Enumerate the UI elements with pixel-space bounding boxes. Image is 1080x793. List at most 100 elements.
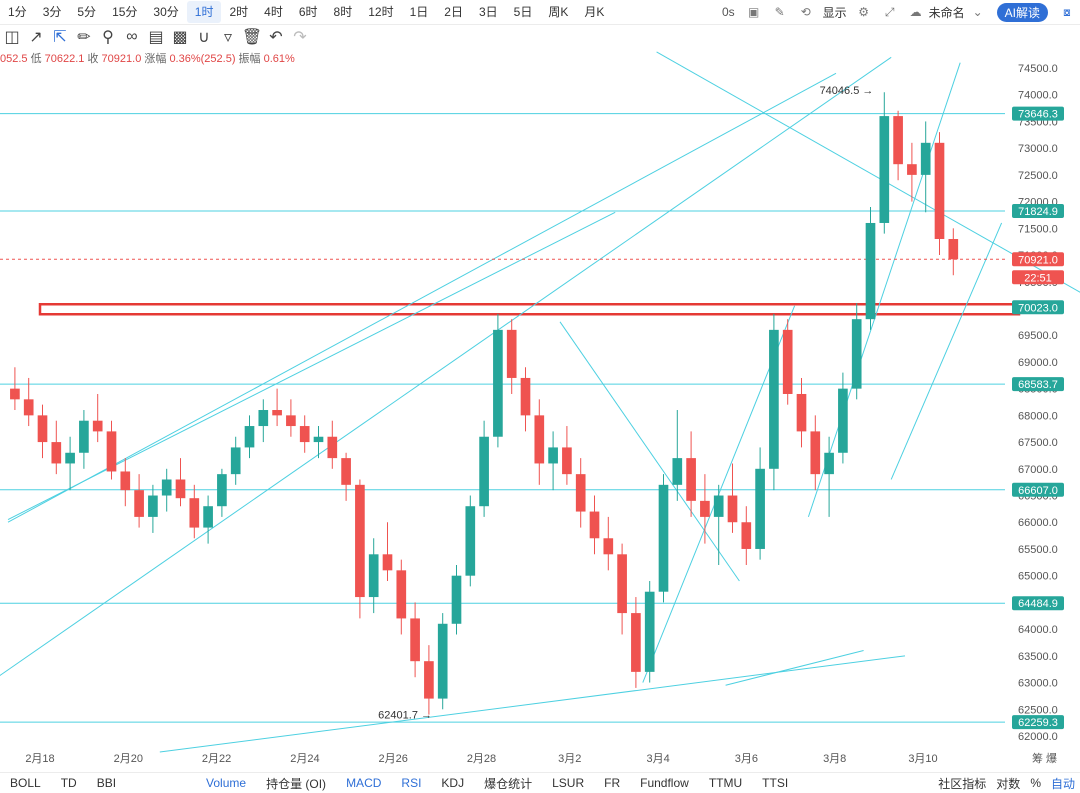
candle-body	[548, 447, 558, 464]
timeframe-5[interactable]: 1时	[186, 1, 222, 23]
x-tick-label: 2月28	[467, 753, 496, 765]
highlight-price-label: 70023.0	[1018, 302, 1058, 314]
timeframe-10[interactable]: 12时	[368, 5, 394, 19]
high-annotation: 74046.5 →	[820, 85, 874, 97]
candle-body	[907, 164, 917, 175]
settings-icon[interactable]: ⚙	[858, 5, 870, 19]
indicator-4[interactable]: KDJ	[441, 776, 465, 790]
indicator-9[interactable]: TTMU	[708, 776, 743, 790]
display-button[interactable]: 显示	[822, 5, 847, 20]
candle-body	[79, 420, 89, 453]
timeframe-15[interactable]: 周K	[548, 5, 569, 19]
candle-body	[934, 142, 945, 240]
indicator-7[interactable]: FR	[604, 776, 621, 790]
level-price-label-bg	[1012, 377, 1064, 392]
indicator-2[interactable]: MACD	[346, 776, 382, 790]
candle-body	[65, 452, 75, 464]
candle-body	[575, 474, 586, 512]
candle-body	[244, 426, 255, 448]
timeframe-16[interactable]: 月K	[584, 5, 605, 19]
auto-toggle[interactable]: 自动	[1050, 776, 1075, 791]
candle-body	[437, 623, 448, 699]
timeframe-6[interactable]: 2时	[229, 5, 249, 19]
candle-body	[217, 474, 227, 507]
screenshot-icon[interactable]: ◫	[4, 29, 20, 46]
restore-icon[interactable]: ⟲	[800, 5, 811, 19]
edit-icon[interactable]: ✎	[774, 5, 785, 19]
overlay-0[interactable]: BOLL	[10, 776, 41, 790]
timeframe-11[interactable]: 1日	[409, 5, 429, 19]
indicator-8[interactable]: Fundflow	[640, 776, 689, 790]
percent-toggle[interactable]: %	[1030, 776, 1041, 790]
timeframe-7[interactable]: 4时	[264, 5, 283, 19]
timeframe-1[interactable]: 3分	[42, 5, 62, 19]
candle-body	[948, 239, 959, 260]
y-tick-label: 74000.0	[1018, 90, 1058, 102]
pattern-icon[interactable]: ∞	[126, 28, 138, 45]
timeframe-2[interactable]: 5分	[77, 5, 97, 19]
fullscreen-icon[interactable]: ⤢	[884, 4, 895, 19]
trend-line	[656, 51, 1080, 293]
candle-body	[368, 554, 379, 598]
trend-line	[890, 222, 1003, 480]
overlay-2[interactable]: BBI	[96, 776, 117, 790]
candle-body	[286, 415, 296, 427]
cursor-icon[interactable]: ⇱	[53, 29, 67, 46]
timeframe-0[interactable]: 1分	[8, 5, 27, 19]
timeframe-13[interactable]: 3日	[478, 5, 498, 19]
level-price-label: 71824.9	[1018, 206, 1058, 218]
level-price-label-bg	[1012, 482, 1064, 497]
indicator-6[interactable]: LSUR	[552, 776, 585, 790]
timeframe-14[interactable]: 5日	[513, 5, 533, 19]
timeframe-8[interactable]: 6时	[298, 5, 318, 19]
pencil-icon[interactable]: ✏	[77, 29, 91, 46]
timeframe-3[interactable]: 15分	[112, 5, 138, 19]
filter-icon[interactable]: ▿	[223, 29, 233, 46]
bag-icon[interactable]: ▤	[148, 29, 164, 46]
candle-body	[10, 388, 20, 400]
community-indicators[interactable]: 社区指标	[938, 776, 987, 791]
candle-body	[258, 410, 269, 427]
log-toggle[interactable]: 对数	[996, 776, 1021, 791]
zoom-icon[interactable]: ⚲	[102, 29, 114, 46]
countdown-setting[interactable]: 0s	[721, 5, 735, 19]
indicator-0[interactable]: Volume	[206, 776, 247, 790]
share-icon[interactable]: ⧇	[1063, 4, 1071, 19]
timeframe-4[interactable]: 30分	[153, 5, 179, 19]
candle-body	[782, 329, 793, 394]
timeframe-bar: 1分 3分 5分 15分 30分 1时 2时 4时 6时 8时 12时 1日 2日 3日 5日 周K 月K	[0, 0, 1080, 25]
candle-body	[672, 458, 683, 485]
x-tick-label: 2月18	[25, 753, 54, 765]
chevron-down-icon[interactable]: ⌄	[972, 5, 983, 19]
layout-name[interactable]: 未命名	[928, 5, 965, 20]
line-tool-icon[interactable]: ↗	[29, 29, 43, 46]
text-tool-icon[interactable]: ▩	[172, 29, 188, 46]
candle-body	[658, 484, 669, 592]
indicator-1[interactable]: 持仓量 (OI)	[266, 776, 327, 791]
price-chart[interactable]: 62000.062500.063000.063500.064000.064500…	[0, 48, 1080, 772]
level-price-label-bg	[1012, 715, 1064, 730]
indicator-5[interactable]: 爆仓统计	[484, 776, 533, 791]
low-value: 70622.1	[44, 53, 85, 65]
trash-icon[interactable]: 🗑	[241, 29, 263, 46]
x-tick-label: 2月24	[290, 753, 319, 765]
x-tick-label: 2月20	[114, 753, 143, 765]
candle-body	[424, 661, 434, 699]
candle-body	[313, 436, 324, 443]
undo-icon[interactable]: ↶	[269, 29, 283, 46]
y-tick-label: 69000.0	[1018, 357, 1058, 369]
timeframe-9[interactable]: 8时	[333, 5, 353, 19]
y-tick-label: 66000.0	[1018, 517, 1058, 529]
magnet-icon[interactable]: ∪	[198, 29, 210, 46]
overlay-1[interactable]: TD	[60, 776, 77, 790]
indicator-3[interactable]: RSI	[401, 776, 422, 790]
redo-icon[interactable]: ↷	[293, 29, 307, 46]
trend-line	[7, 211, 616, 521]
indicator-10[interactable]: TTSI	[762, 776, 789, 790]
candle-body	[341, 458, 351, 485]
candle-body	[824, 452, 834, 475]
cloud-icon[interactable]: ☁	[909, 5, 922, 19]
camera-icon[interactable]: ▣	[747, 5, 760, 19]
ai-button[interactable]: AI解读	[996, 2, 1048, 22]
timeframe-12[interactable]: 2日	[444, 5, 463, 19]
